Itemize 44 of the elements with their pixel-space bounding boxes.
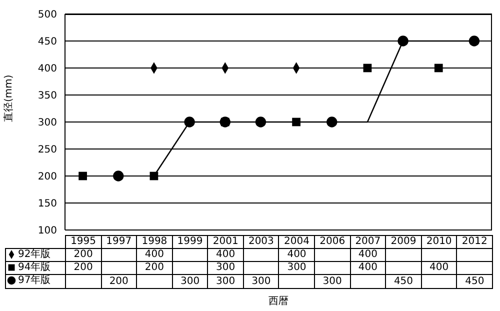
y-tick-label: 300 — [38, 118, 57, 129]
data-label: 300 — [172, 274, 208, 288]
y-tick-label: 200 — [38, 172, 57, 183]
x-tick-label: 2012 — [456, 236, 492, 248]
data-label: 200 — [136, 262, 172, 275]
x-tick-label: 2001 — [208, 236, 244, 248]
x-tick-label: 2009 — [386, 236, 422, 248]
y-axis-title: 直径(mm) — [2, 74, 15, 122]
text: 400 — [358, 249, 378, 260]
data-label: 400 — [136, 248, 172, 262]
data-label: 400 — [350, 262, 386, 275]
x-tick-label: 2003 — [243, 236, 279, 248]
data-label: 450 — [456, 274, 492, 288]
x-tick-label: 1997 — [101, 236, 137, 248]
data-label: 200 — [66, 262, 102, 275]
y-tick-label: 250 — [38, 144, 57, 156]
text: 200 — [74, 249, 93, 260]
data-label: 200 — [101, 274, 137, 288]
data-label: 300 — [208, 262, 244, 275]
y-tick-label: 500 — [38, 10, 57, 21]
y-tick-label: 150 — [38, 198, 57, 210]
y-tick-label: 450 — [38, 36, 57, 48]
data-label: 450 — [386, 274, 422, 288]
x-tick-label: 2007 — [350, 236, 386, 248]
x-tick-label: 2010 — [421, 236, 457, 248]
data-label: 300 — [314, 274, 350, 288]
data-label: 400 — [208, 248, 244, 262]
x-tick-label: 1995 — [66, 236, 102, 248]
data-label: 400 — [421, 262, 457, 275]
data-label: 400 — [278, 248, 315, 262]
data-label: 300 — [278, 262, 315, 275]
x-tick-label: 1999 — [172, 236, 208, 248]
legend-label: 97年版 — [6, 274, 66, 288]
legend-label: 94年版 — [6, 262, 66, 275]
x-tick-label: 2004 — [278, 236, 315, 248]
y-tick-label: 350 — [38, 90, 57, 102]
data-label: 300 — [208, 274, 244, 288]
legend-label: 92年版 — [6, 248, 66, 262]
x-tick-label: 1998 — [136, 236, 172, 248]
x-axis-title: 西暦 — [268, 295, 290, 308]
x-tick-label: 2006 — [314, 236, 350, 248]
y-tick-label: 100 — [38, 226, 57, 237]
y-tick-label: 400 — [38, 64, 57, 75]
data-label: 300 — [243, 274, 279, 288]
